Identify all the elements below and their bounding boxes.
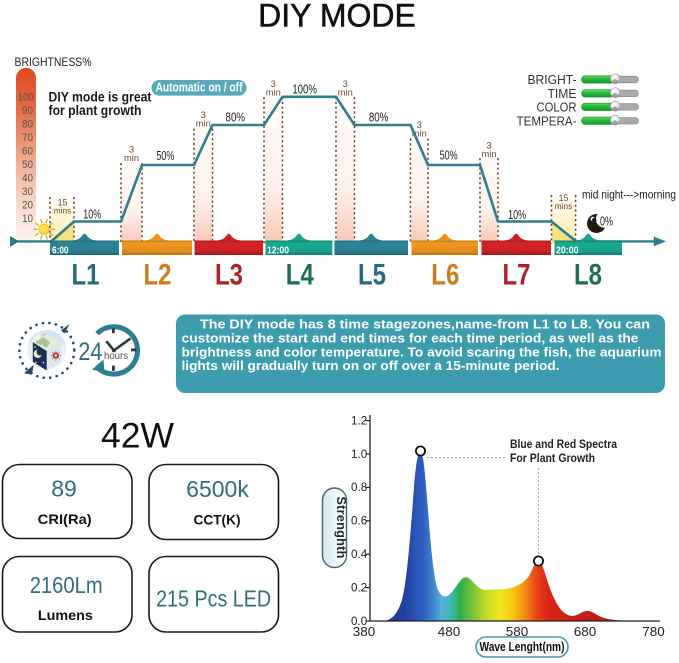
svg-text:for plant growth: for plant growth: [49, 103, 142, 118]
svg-text:20:00: 20:00: [556, 244, 579, 256]
svg-text:215 Pcs LED: 215 Pcs LED: [156, 586, 271, 612]
svg-text:15: 15: [559, 193, 569, 203]
svg-text:L6: L6: [431, 259, 459, 292]
svg-text:50%: 50%: [440, 147, 458, 162]
svg-text:TEMPERA-: TEMPERA-: [517, 114, 577, 128]
svg-text:CCT(K): CCT(K): [194, 512, 241, 528]
svg-text:min: min: [412, 129, 427, 139]
svg-text:min: min: [124, 153, 139, 163]
svg-text:L3: L3: [215, 259, 243, 292]
svg-text:3: 3: [417, 120, 422, 131]
svg-text:customize the start and end ti: customize the start and end times for ea…: [182, 331, 639, 345]
svg-text:brightness and color temperatu: brightness and color temperature. To avo…: [182, 345, 662, 359]
svg-text:The DIY mode has 8 time stagez: The DIY mode has 8 time stagezones,name-…: [200, 318, 650, 332]
svg-text:For Plant Growth: For Plant Growth: [510, 451, 595, 465]
svg-text:380: 380: [353, 625, 376, 639]
svg-text:50: 50: [22, 159, 33, 171]
svg-text:1.2: 1.2: [351, 413, 367, 427]
svg-text:Blue and Red Spectra: Blue and Red Spectra: [510, 437, 617, 451]
svg-text:L7: L7: [503, 259, 531, 292]
svg-text:89: 89: [51, 476, 77, 502]
svg-text:TIME: TIME: [548, 87, 577, 101]
svg-text:780: 780: [642, 625, 665, 639]
svg-text:hours: hours: [104, 351, 128, 362]
svg-text:Automatic on / off: Automatic on / off: [156, 81, 244, 95]
svg-text:DIY MODE: DIY MODE: [258, 0, 416, 34]
svg-text:L8: L8: [574, 259, 602, 292]
svg-text:90: 90: [22, 105, 33, 117]
svg-text:30: 30: [22, 186, 33, 198]
svg-text:mins: mins: [54, 206, 72, 216]
svg-text:CRI(Ra): CRI(Ra): [38, 511, 92, 527]
svg-text:3: 3: [343, 79, 348, 90]
svg-text:80%: 80%: [226, 109, 246, 124]
svg-text:10: 10: [22, 213, 33, 225]
svg-text:3: 3: [201, 110, 206, 121]
svg-text:min: min: [482, 149, 497, 159]
svg-text:0.0: 0.0: [351, 614, 368, 628]
svg-text:2160Lm: 2160Lm: [30, 572, 103, 598]
svg-text:24: 24: [78, 338, 102, 366]
svg-text:COLOR: COLOR: [537, 101, 577, 115]
svg-text:50%: 50%: [156, 148, 174, 163]
svg-text:DIY mode is great: DIY mode is great: [49, 90, 152, 105]
svg-text:580: 580: [506, 625, 529, 639]
svg-text:min: min: [338, 88, 353, 98]
svg-text:0.8: 0.8: [351, 480, 368, 494]
svg-text:40: 40: [22, 172, 33, 184]
svg-text:3: 3: [271, 79, 276, 90]
svg-text:mid night--->morning: mid night--->morning: [582, 188, 676, 202]
svg-text:680: 680: [574, 625, 597, 639]
svg-text:1.0: 1.0: [351, 447, 368, 461]
svg-text:100: 100: [18, 92, 34, 104]
svg-text:10%: 10%: [83, 207, 101, 222]
svg-text:L2: L2: [144, 259, 172, 292]
svg-text:3: 3: [486, 141, 491, 152]
svg-text:lights will gradually turn on: lights will gradually turn on or off ove…: [182, 359, 560, 373]
svg-text:20: 20: [22, 199, 33, 211]
svg-text:60: 60: [22, 146, 33, 158]
svg-text:BRIGHT-: BRIGHT-: [528, 73, 577, 87]
svg-text:10%: 10%: [508, 207, 526, 222]
svg-text:Wave Lenght(nm): Wave Lenght(nm): [480, 640, 565, 654]
svg-text:80%: 80%: [369, 109, 389, 124]
svg-text:BRIGHTNESS%: BRIGHTNESS%: [15, 55, 92, 69]
svg-text:L4: L4: [286, 259, 314, 292]
svg-text:0.2: 0.2: [351, 580, 367, 594]
svg-text:42W: 42W: [101, 416, 174, 456]
svg-text:min: min: [196, 119, 211, 129]
svg-text:6500k: 6500k: [186, 476, 249, 502]
svg-text:Strenghth: Strenghth: [334, 496, 349, 558]
svg-text:L5: L5: [358, 259, 386, 292]
svg-text:12:00: 12:00: [267, 244, 289, 256]
svg-text:70: 70: [22, 132, 33, 144]
svg-text:80: 80: [22, 119, 33, 131]
svg-text:mins: mins: [555, 201, 573, 211]
svg-text:min: min: [266, 88, 281, 98]
svg-text:Lumens: Lumens: [38, 607, 93, 623]
svg-text:0.4: 0.4: [351, 547, 368, 561]
svg-text:6:00: 6:00: [52, 244, 69, 256]
svg-text:3: 3: [129, 145, 134, 156]
svg-text:100%: 100%: [292, 82, 317, 97]
svg-text:0.6: 0.6: [351, 514, 368, 528]
svg-text:L1: L1: [72, 259, 100, 292]
svg-text:15: 15: [58, 198, 68, 208]
svg-text:480: 480: [438, 625, 461, 639]
